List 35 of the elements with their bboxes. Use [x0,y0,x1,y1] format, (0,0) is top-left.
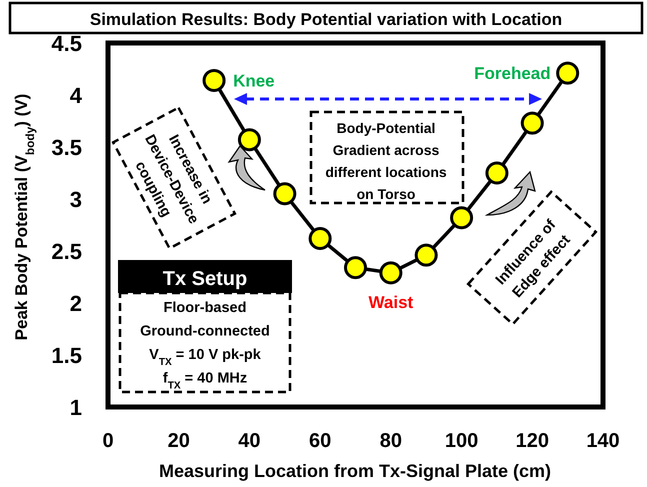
x-tick-label: 140 [586,430,620,452]
y-tick-label: 2.5 [51,239,82,264]
point [344,256,367,280]
y-tick-label: 3.5 [51,135,82,160]
y-tick-label: 4 [70,83,83,108]
x-axis-title: Measuring Location from Tx-Signal Plate (cm) [158,461,552,481]
point [450,206,474,230]
x-tick-label: 40 [238,430,261,452]
point [202,68,226,92]
y-tick-label: 1 [70,395,82,420]
annotation: Waist [368,292,414,312]
annotation: Floor-based Ground-connected V$_{TX}$ = 10 V pk-pk f$_{TX}$ = 40 MHz [140,300,270,391]
point [273,182,296,206]
x-tick-label: 80 [380,430,402,452]
annotation: Body-Potential Gradient across different locations on Torso [325,120,447,202]
x-tick-label: 60 [309,430,332,452]
annotation: Forehead [474,64,551,84]
x-tick-label: 0 [102,430,114,452]
y-tick-label: 2 [70,291,82,316]
point [520,112,544,135]
y-tick-label: 1.5 [51,343,82,368]
point [485,162,508,184]
point [379,261,402,284]
point [556,62,580,85]
point [308,227,332,250]
chart-title: Simulation Results: Body Potential variation with Location [90,10,562,29]
point [414,244,438,267]
point [238,128,261,152]
x-tick-label: 120 [516,430,549,452]
x-tick-label: 100 [444,430,478,452]
annotation: Tx Setup [162,268,248,290]
y-tick-label: 3 [70,187,82,212]
y-tick-label: 4.5 [51,31,82,56]
annotation: Knee [233,71,275,90]
x-tick-label: 20 [168,430,190,452]
